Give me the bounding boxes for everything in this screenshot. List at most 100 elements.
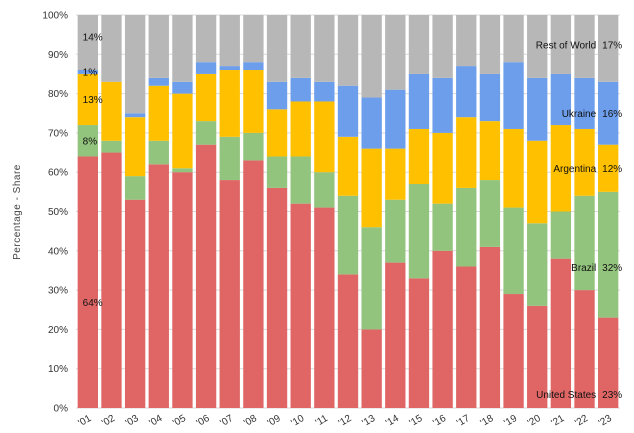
bar-segment xyxy=(479,121,501,181)
bar-segment xyxy=(408,15,430,74)
bar-segment xyxy=(124,15,146,114)
bar-segment xyxy=(385,15,406,90)
bar-segment xyxy=(385,199,406,263)
x-tick-label: '03 xyxy=(124,413,141,429)
y-tick-label: 20% xyxy=(48,325,68,336)
y-tick-label: 0% xyxy=(54,404,69,415)
x-tick-label: '23 xyxy=(597,413,614,429)
x-axis-ticks: '01 '02 '03 '04 '05 '06 '07 '08 '09 '10 '11 '12 '13 '… xyxy=(77,413,615,429)
bar-segment xyxy=(337,274,359,408)
bar-segment xyxy=(172,172,193,408)
series-label: Ukraine xyxy=(562,109,597,120)
series-percent-label: 16% xyxy=(602,109,622,120)
bar-segment xyxy=(574,128,595,196)
bar-segment xyxy=(432,77,453,133)
bar-segment xyxy=(550,73,572,126)
bar-segment xyxy=(385,89,406,149)
y-tick-label: 90% xyxy=(48,50,68,61)
bar-segment xyxy=(385,148,406,200)
bar-segment xyxy=(124,176,146,200)
first-bar-labels: 64% 8% 13% 1% 14% xyxy=(83,33,103,309)
bar-segment xyxy=(172,93,193,169)
bar-segment xyxy=(266,156,288,188)
bar-segment xyxy=(243,132,264,161)
bar-segment xyxy=(266,187,288,408)
y-tick-label: 100% xyxy=(42,11,68,22)
bar-segment xyxy=(574,77,595,129)
bar-segment xyxy=(172,168,193,173)
x-tick-label: '21 xyxy=(550,413,567,429)
x-tick-label: '13 xyxy=(360,413,377,429)
last-bar-labels: United States 23% Brazil 32% Argentina 12% Ukr… xyxy=(536,41,623,401)
y-tick-label: 60% xyxy=(48,168,68,179)
bar-segment xyxy=(195,15,217,63)
bar-segment xyxy=(408,73,430,129)
y-axis-ticks: 0% 10% 20% 30% 40% 50% 60% 70% 80% 90% 100% xyxy=(42,11,68,415)
series-label: United States xyxy=(536,390,596,401)
bar-segment xyxy=(503,294,524,408)
bar-segment xyxy=(101,140,122,153)
bar-segment xyxy=(361,329,382,408)
x-tick-label: '19 xyxy=(502,413,519,429)
bar-segment xyxy=(574,15,595,78)
bar-segment xyxy=(432,203,453,251)
bar-segment xyxy=(314,172,335,208)
x-tick-label: '14 xyxy=(384,413,401,429)
bar-segment xyxy=(361,97,382,149)
bar-segment xyxy=(219,180,240,408)
series-percent-label: 23% xyxy=(602,390,622,401)
bar-segment xyxy=(243,15,264,63)
bar-segment xyxy=(172,15,193,82)
bar-segment xyxy=(550,211,572,259)
series-percent-label: 32% xyxy=(602,263,622,274)
bar-segment xyxy=(432,132,453,204)
x-tick-label: '08 xyxy=(242,413,259,429)
bar-segment xyxy=(148,140,169,165)
bars xyxy=(77,15,619,408)
bar-segment xyxy=(479,15,501,74)
bar-segment xyxy=(124,199,146,408)
y-tick-label: 80% xyxy=(48,89,68,100)
bar-segment xyxy=(148,15,169,78)
bar-segment xyxy=(314,81,335,102)
bar-segment xyxy=(124,117,146,177)
bar-segment xyxy=(598,317,619,408)
bar-segment xyxy=(243,160,264,408)
bar-segment xyxy=(219,15,240,67)
x-tick-label: '18 xyxy=(479,413,496,429)
bar-segment xyxy=(290,77,311,102)
bar-segment xyxy=(195,121,217,145)
bar-segment xyxy=(550,125,572,212)
bar-segment xyxy=(219,70,240,137)
bar-segment xyxy=(550,258,572,408)
first-bar-label: 14% xyxy=(83,33,103,44)
bar-segment xyxy=(266,15,288,82)
bar-segment xyxy=(385,262,406,408)
bar-segment xyxy=(314,207,335,408)
x-tick-label: '17 xyxy=(455,413,472,429)
x-tick-label: '02 xyxy=(100,413,117,429)
bar-segment xyxy=(598,191,619,318)
bar-segment xyxy=(408,128,430,184)
bar-segment xyxy=(290,101,311,157)
bar-segment xyxy=(77,73,98,126)
bar-segment xyxy=(456,117,477,188)
bar-segment xyxy=(266,81,288,110)
bar-segment xyxy=(574,195,595,291)
x-tick-label: '10 xyxy=(289,413,306,429)
bar-segment xyxy=(479,180,501,247)
bar-segment xyxy=(408,278,430,408)
y-tick-label: 70% xyxy=(48,128,68,139)
x-tick-label: '20 xyxy=(526,413,543,429)
bar-segment xyxy=(527,15,548,78)
bar-segment xyxy=(290,203,311,408)
x-tick-label: '07 xyxy=(218,413,235,429)
first-bar-label: 8% xyxy=(83,136,98,147)
bar-segment xyxy=(503,62,524,129)
bar-segment xyxy=(101,81,122,141)
bar-segment xyxy=(361,227,382,330)
x-tick-label: '15 xyxy=(408,413,425,429)
bar-segment xyxy=(314,101,335,173)
bar-segment xyxy=(432,15,453,78)
